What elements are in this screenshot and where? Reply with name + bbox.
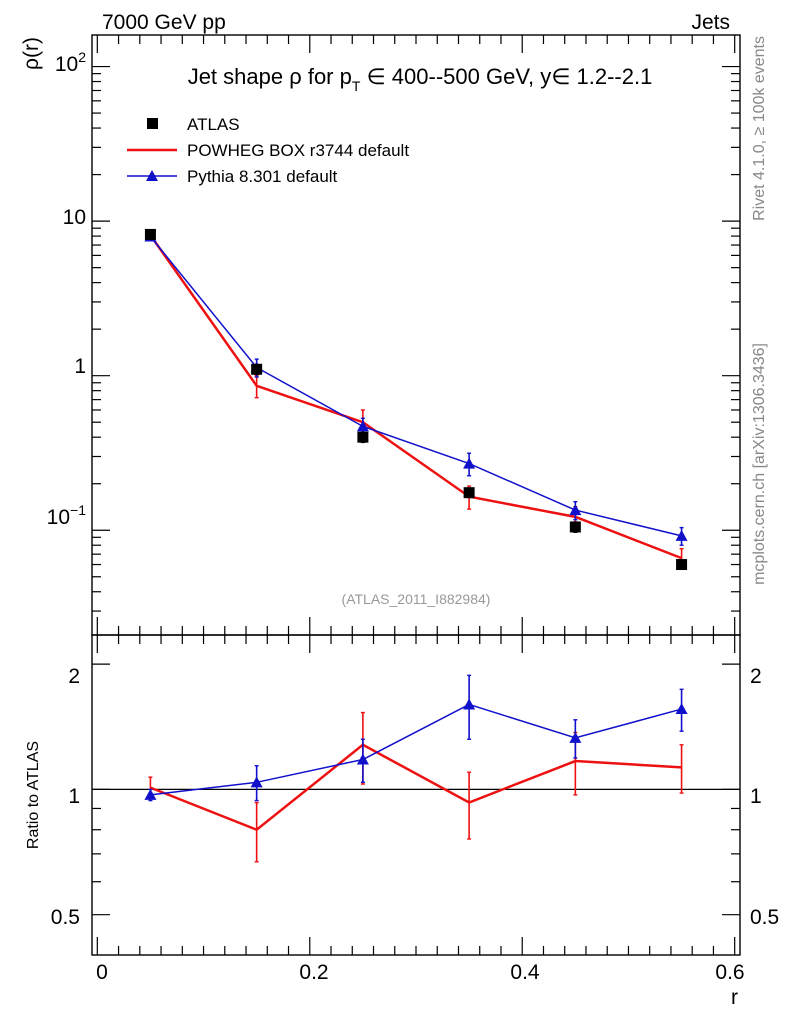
rivet-note: Rivet 4.1.0, ≥ 100k events (751, 36, 768, 221)
ratio-line-pythia (150, 703, 682, 796)
legend-entry-pythia: Pythia 8.301 default (127, 167, 338, 186)
main-point-atlas (463, 487, 475, 499)
x-tick-0.4: 0.4 (510, 961, 540, 984)
legend-atlas-label: ATLAS (187, 115, 240, 134)
energy-label: 7000 GeV pp (102, 11, 226, 34)
main-point-pythia (356, 420, 369, 432)
plot-title: Jet shape ρ for pT ∈ 400--500 GeV, y∈ 1.… (188, 64, 653, 94)
ratio-point-pythia (463, 698, 476, 710)
main-y-axis-label: ρ(r) (20, 37, 43, 70)
y-tick-label-100: 102 (55, 49, 86, 76)
legend-atlas-marker (147, 118, 158, 129)
main-line-powheg (149, 234, 683, 560)
ratio-plot-data (144, 674, 688, 863)
main-point-atlas (144, 228, 156, 240)
ratio-point-pythia (356, 753, 369, 765)
category-label: Jets (691, 11, 730, 34)
ratio-y-tick-labels-right: 2 1 0.5 (750, 665, 779, 929)
ratio-y-tick-2: 2 (68, 665, 80, 688)
legend-entry-atlas: ATLAS (147, 115, 240, 134)
mcplots-note: mcplots.cern.ch [arXiv:1306.3436] (751, 343, 768, 585)
legend-pythia-label: Pythia 8.301 default (187, 167, 338, 186)
ratio-y-tick-1-right: 1 (750, 785, 762, 808)
y-tick-label-10: 10 (63, 206, 86, 229)
main-series-atlas (144, 228, 688, 571)
legend-powheg-label: POWHEG BOX r3744 default (187, 141, 409, 160)
legend: ATLAS POWHEG BOX r3744 default Pythia 8.… (127, 115, 409, 186)
ratio-y-tick-2-right: 2 (750, 665, 762, 688)
ratio-y-tick-0.5: 0.5 (51, 906, 80, 929)
ratio-y-tick-0.5-right: 0.5 (750, 906, 779, 929)
ratio-y-tick-1: 1 (68, 785, 80, 808)
main-plot-data (144, 228, 688, 571)
main-point-atlas (569, 521, 581, 533)
x-axis-label: r (731, 986, 738, 1009)
main-point-atlas (251, 363, 263, 375)
legend-pythia-marker (146, 170, 158, 181)
ratio-y-tick-labels-left: 2 1 0.5 (51, 665, 80, 929)
ratio-point-pythia (569, 731, 582, 743)
x-tick-labels: 0 0.2 0.4 0.6 (96, 961, 744, 984)
ratio-point-pythia (675, 703, 688, 715)
y-tick-label-0.1: 10−1 (47, 502, 87, 529)
main-point-pythia (569, 504, 582, 516)
main-point-pythia (675, 529, 688, 541)
ratio-line-powheg (149, 743, 682, 832)
x-tick-0.6: 0.6 (715, 961, 744, 984)
x-tick-0: 0 (96, 961, 108, 984)
ratio-point-pythia (144, 788, 157, 800)
main-line-pythia (149, 236, 682, 537)
main-point-pythia (463, 457, 476, 469)
main-point-atlas (676, 559, 688, 571)
main-point-atlas (357, 431, 369, 443)
main-y-tick-labels: 102 10 1 10−1 (47, 49, 87, 529)
analysis-watermark: (ATLAS_2011_I882984) (342, 591, 491, 607)
y-tick-label-1: 1 (74, 355, 86, 378)
ratio-series-pythia (144, 674, 688, 802)
x-tick-0.2: 0.2 (299, 961, 328, 984)
ratio-point-pythia (250, 776, 263, 788)
ratio-y-axis-label: Ratio to ATLAS (25, 741, 42, 849)
legend-entry-powheg: POWHEG BOX r3744 default (127, 141, 409, 160)
